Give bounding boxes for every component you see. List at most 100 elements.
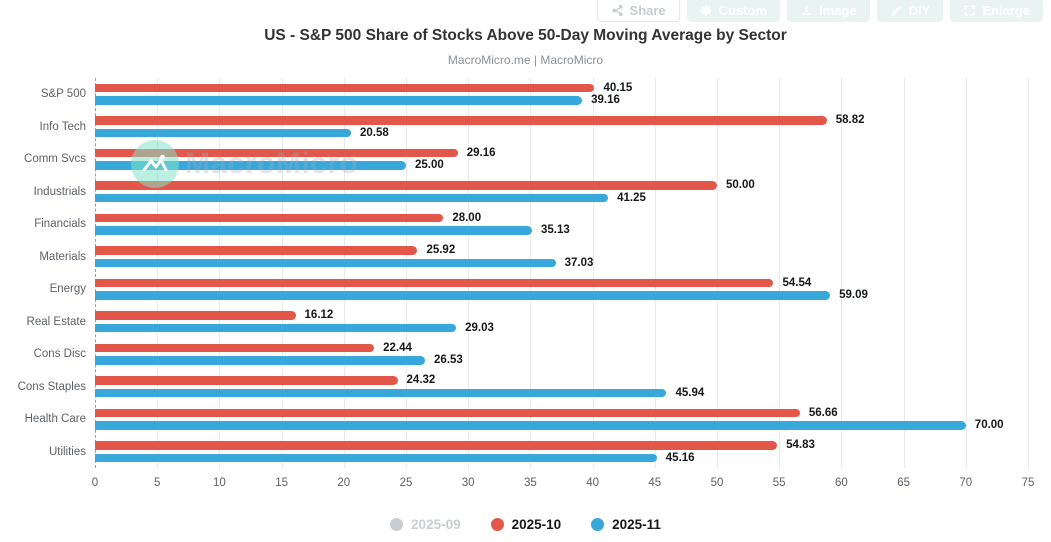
x-tick-label: 40: [586, 477, 599, 489]
toolbar: Share Custom Image DIY Enlarge: [596, 0, 1043, 22]
legend-dot: [390, 518, 404, 531]
bar-2025-11: [95, 161, 406, 170]
gridline: [157, 78, 159, 468]
sector-label: Cons Staples: [17, 380, 86, 393]
bar-2025-11: [95, 226, 533, 235]
gridline: [1028, 78, 1029, 468]
bar-2025-10: [95, 343, 375, 353]
value-label: 59.09: [839, 289, 868, 302]
sector-row: Materials 25.92 37.03: [39, 241, 1028, 274]
legend-dot: [490, 518, 504, 531]
sector-label: Cons Disc: [33, 348, 86, 361]
legend-dot: [591, 518, 605, 531]
value-label: 39.16: [591, 94, 620, 107]
gridline: [779, 78, 781, 468]
bar-2025-10: [95, 376, 398, 385]
value-label: 50.00: [726, 179, 755, 192]
image-button[interactable]: Image: [787, 0, 870, 22]
expand-icon: [963, 4, 976, 17]
sector-row: S&P 500 40.15 39.16: [41, 78, 1028, 111]
x-tick-label: 15: [275, 477, 288, 489]
x-tick-label: 65: [897, 477, 910, 489]
enlarge-button[interactable]: Enlarge: [950, 0, 1043, 22]
legend-label: 2025-11: [612, 517, 661, 532]
value-label: 58.82: [835, 114, 865, 127]
value-label: 56.66: [808, 406, 838, 419]
sector-row: Cons Disc 22.44 26.53: [34, 338, 1028, 371]
share-icon: [611, 4, 624, 17]
bar-2025-10: [95, 441, 778, 450]
legend-item-2025-11[interactable]: 2025-11: [591, 517, 661, 532]
gridline: [717, 78, 718, 468]
sector-label: Utilities: [48, 445, 86, 458]
sector-row: Info Tech 58.82 20.58: [40, 111, 1028, 144]
x-tick-label: 5: [153, 477, 161, 489]
bar-2025-11: [95, 421, 966, 430]
custom-button[interactable]: Custom: [686, 0, 781, 22]
sector-label: Energy: [49, 283, 86, 296]
diy-button-label: DIY: [908, 3, 931, 18]
x-tick-label: 45: [648, 477, 662, 489]
y-axis-line: [95, 78, 96, 468]
x-tick-label: 50: [710, 477, 724, 489]
chart-title: US - S&P 500 Share of Stocks Above 50-Da…: [264, 27, 787, 44]
bar-2025-10: [95, 116, 827, 125]
diy-button[interactable]: DIY: [876, 0, 944, 22]
x-tick-label: 55: [772, 477, 786, 489]
value-label: 28.00: [452, 211, 482, 224]
value-label: 25.00: [415, 159, 444, 172]
bar-2025-11: [95, 258, 556, 268]
plot-area: S&P 500 40.15 39.16 Info Tech 58.82 20.58 Comm…: [18, 78, 1029, 469]
value-label: 54.83: [786, 439, 815, 452]
value-label: 25.92: [426, 244, 456, 257]
gridline: [654, 78, 656, 468]
x-tick-label: 25: [399, 477, 413, 489]
x-tick-label: 60: [834, 477, 848, 489]
gridline: [219, 78, 221, 468]
sector-label: Industrials: [33, 185, 86, 198]
value-label: 26.53: [434, 354, 463, 367]
value-label: 45.94: [675, 386, 705, 399]
legend-item-2025-09[interactable]: 2025-09: [390, 517, 461, 532]
share-button-label: Share: [629, 3, 666, 18]
x-tick-label: 10: [212, 477, 226, 489]
bar-2025-11: [95, 323, 457, 333]
value-label: 22.44: [383, 341, 412, 354]
sector-label: Info Tech: [39, 120, 86, 133]
gridline: [530, 78, 532, 468]
x-tick-label: 75: [1021, 477, 1035, 489]
legend-label: 2025-09: [411, 517, 461, 532]
sector-row: Utilities 54.83 45.16: [49, 436, 1028, 469]
gridline: [406, 78, 407, 468]
value-label: 41.25: [617, 191, 646, 204]
x-tick-label: 70: [959, 477, 973, 489]
value-label: 20.58: [360, 126, 389, 139]
sector-label: Financials: [34, 218, 86, 231]
x-tick-label: 30: [461, 477, 475, 489]
legend-item-2025-10[interactable]: 2025-10: [490, 517, 561, 532]
pencil-icon: [890, 4, 903, 17]
value-label: 24.32: [406, 374, 436, 387]
bar-2025-11: [95, 388, 667, 398]
sector-label: Comm Svcs: [24, 153, 86, 166]
bar-2025-11: [95, 96, 583, 105]
bar-2025-11: [95, 193, 609, 203]
bar-2025-11: [95, 453, 657, 463]
bar-2025-10: [95, 311, 296, 320]
value-label: 45.16: [665, 451, 695, 464]
x-tick-label: 35: [523, 477, 537, 489]
bar-2025-10: [95, 148, 458, 158]
gridline: [965, 78, 967, 468]
bar-2025-11: [95, 291, 831, 300]
bar-2025-10: [95, 246, 418, 255]
gridline: [903, 78, 905, 468]
share-button[interactable]: Share: [596, 0, 680, 22]
sector-label: Real Estate: [26, 315, 86, 328]
gridline: [468, 78, 470, 468]
bar-2025-11: [95, 356, 426, 365]
sector-row: Comm Svcs 29.16 25.00: [24, 143, 1028, 176]
sector-row: Industrials 50.00 41.25: [34, 176, 1028, 209]
value-label: 40.15: [603, 81, 633, 94]
bar-2025-10: [95, 181, 717, 190]
sector-row: Health Care 56.66 70.00: [25, 403, 1028, 436]
